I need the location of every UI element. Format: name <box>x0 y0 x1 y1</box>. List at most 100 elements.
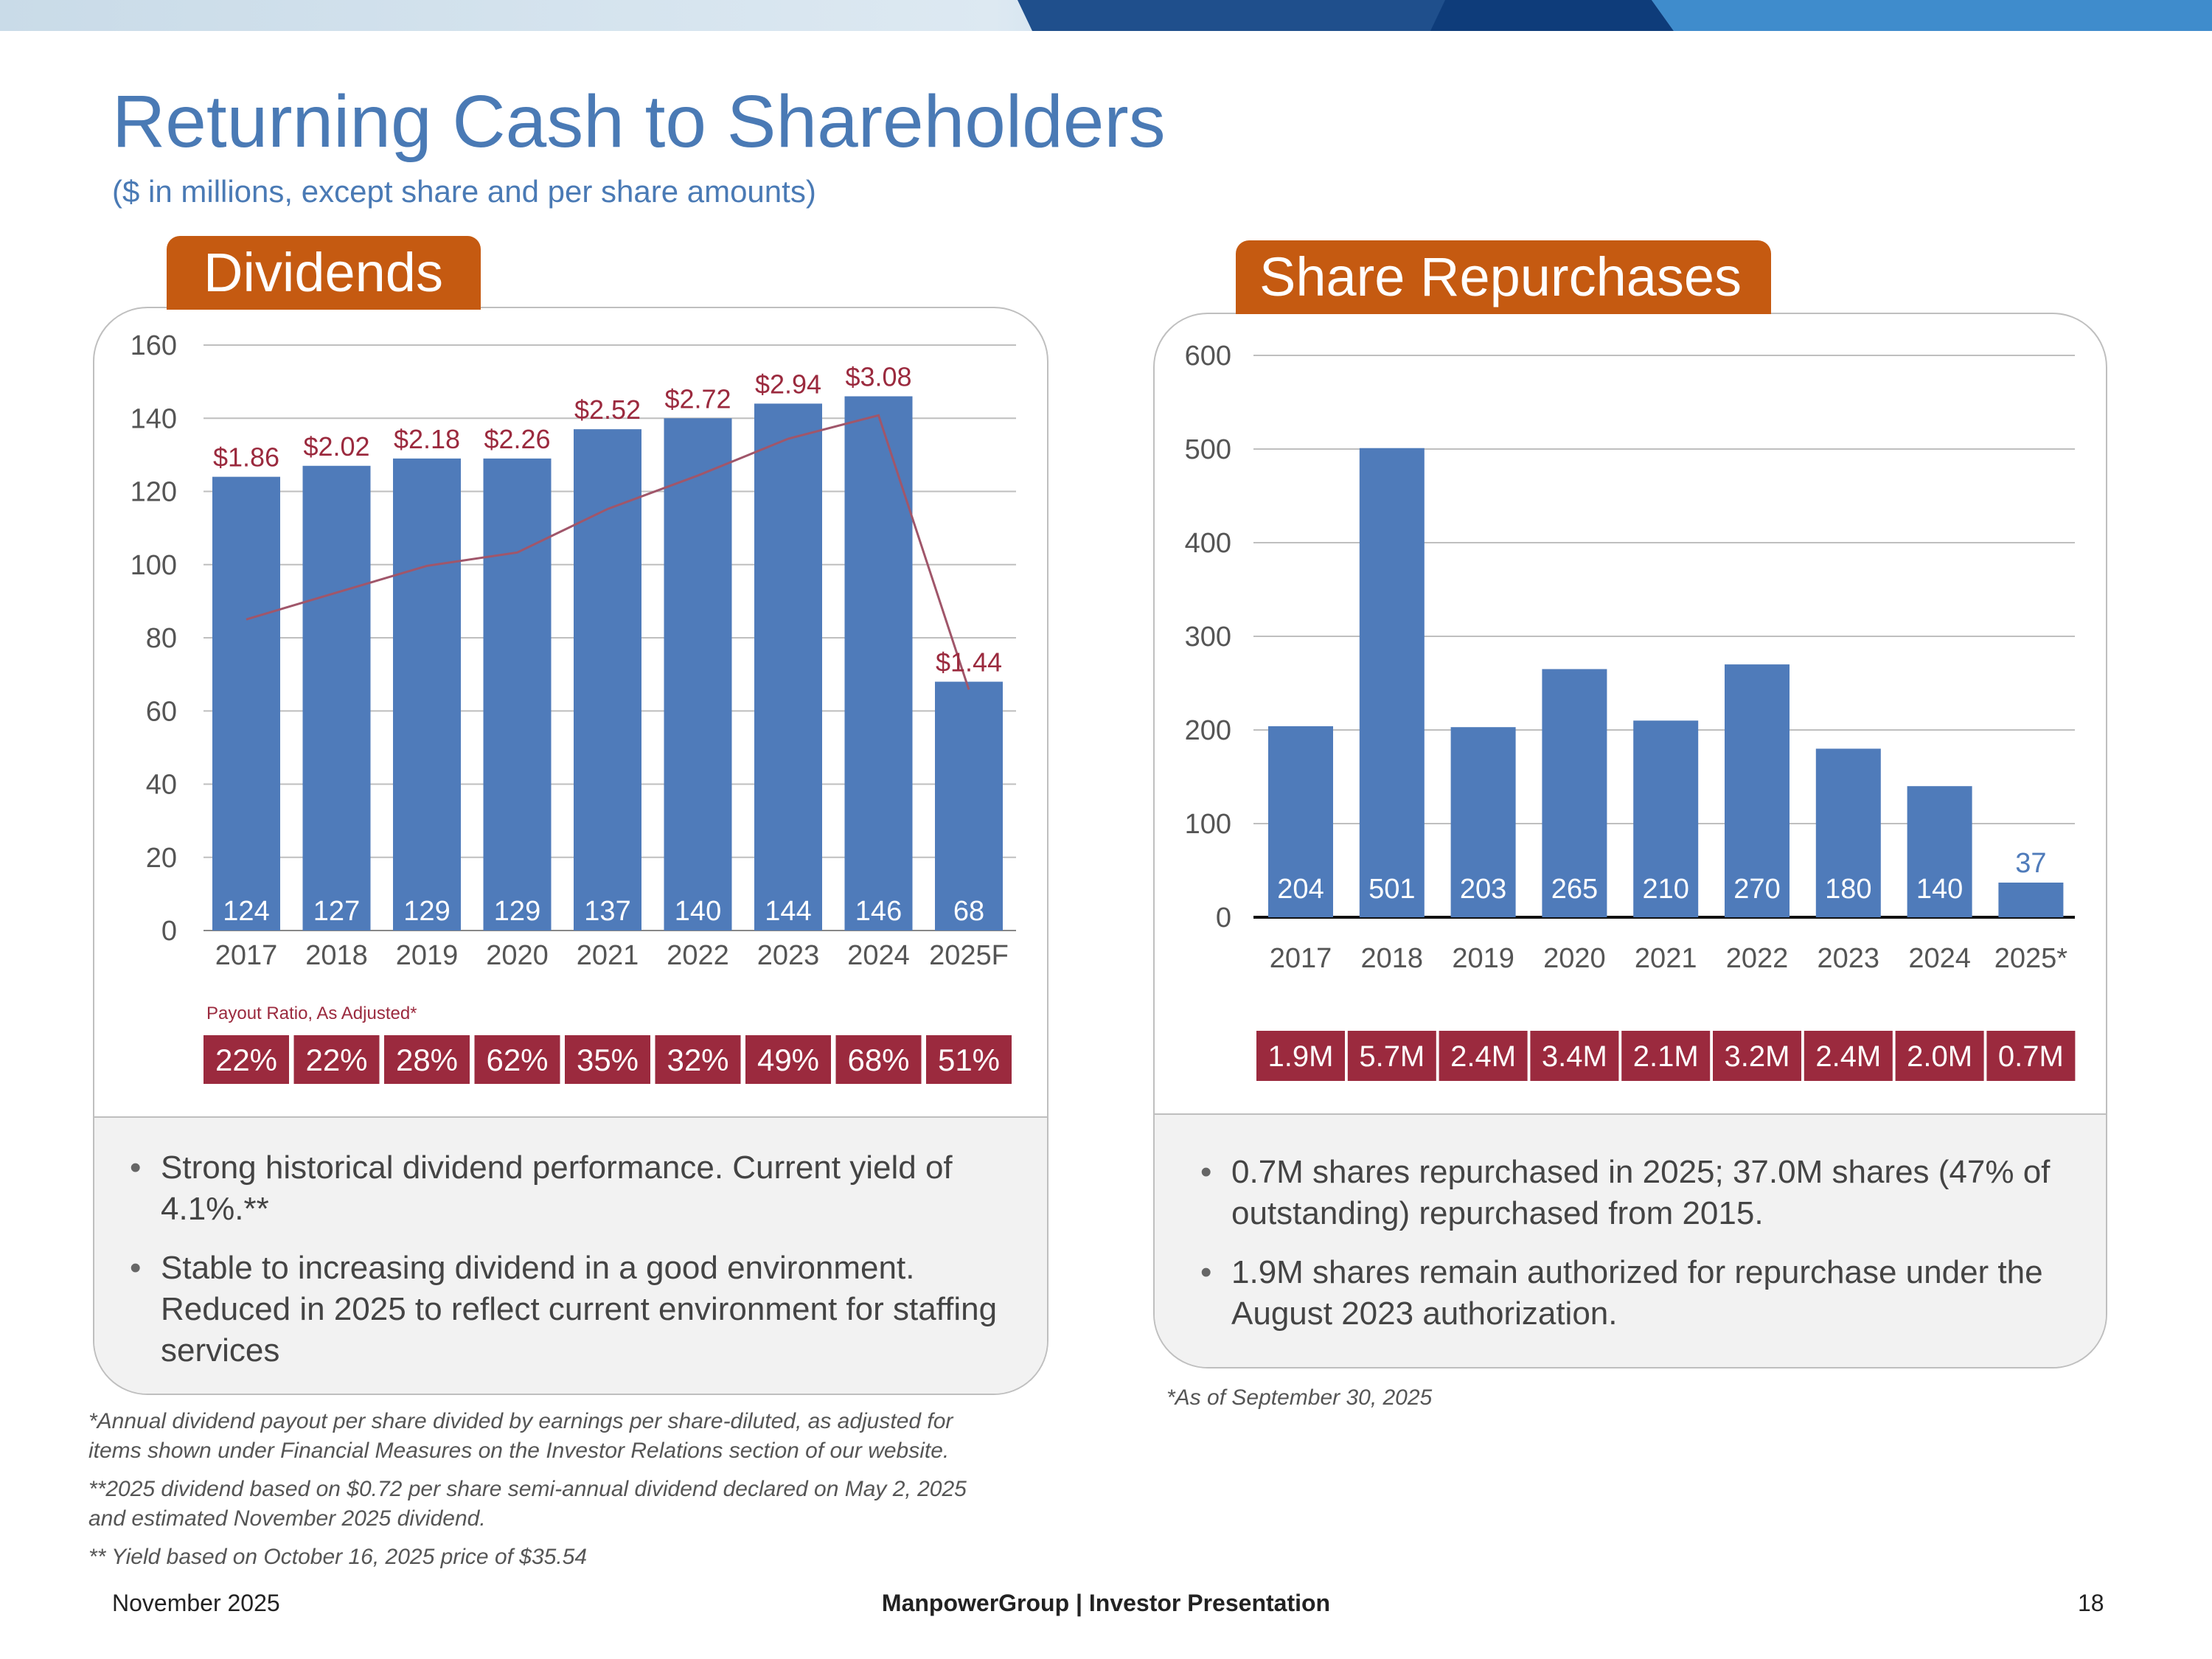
bar <box>1633 720 1699 917</box>
bar <box>1998 883 2064 917</box>
shares-repurchased-box <box>1621 1031 1711 1081</box>
bar <box>1542 669 1607 917</box>
bar-value-label: 68 <box>953 896 984 927</box>
bar-value-label: 501 <box>1368 874 1415 905</box>
shares-repurchased-label: 2.1M <box>1633 1040 1699 1073</box>
shares-repurchased-label: 2.0M <box>1907 1040 1972 1073</box>
dividend-per-share-label: $2.72 <box>664 383 731 414</box>
bar <box>1268 726 1333 917</box>
dividend-footnote: and estimated November 2025 dividend. <box>88 1506 486 1531</box>
bar <box>212 476 280 931</box>
payout-ratio-box <box>655 1035 741 1084</box>
payout-ratio-title: Payout Ratio, As Adjusted* <box>206 1004 417 1023</box>
dividend-footnote: **2025 dividend based on $0.72 per share… <box>88 1477 967 1501</box>
y-tick-label: 40 <box>146 770 177 801</box>
payout-ratio-box <box>474 1035 560 1084</box>
bar-value-label: 37 <box>2015 848 2046 879</box>
dividend-per-share-label: $1.44 <box>936 647 1002 678</box>
bar <box>302 465 371 931</box>
repurchases-bullet: 1.9M shares remain authorized for repurc… <box>1200 1252 2100 1335</box>
repurchase-footnote: *As of September 30, 2025 <box>1166 1385 1433 1410</box>
x-tick-label: 2021 <box>1635 943 1697 974</box>
bar-value-label: 140 <box>675 896 721 927</box>
payout-ratio-label: 28% <box>396 1043 458 1077</box>
y-tick-label: 200 <box>1185 715 1231 746</box>
bar-value-label: 204 <box>1277 874 1324 905</box>
shares-repurchased-box <box>1530 1031 1619 1081</box>
x-tick-label: 2024 <box>1908 943 1971 974</box>
payout-ratio-box <box>204 1035 289 1084</box>
dividend-per-share-label: $3.08 <box>845 361 911 392</box>
y-tick-label: 0 <box>1216 902 1231 933</box>
shares-repurchased-label: 5.7M <box>1359 1040 1425 1073</box>
payout-ratio-box <box>745 1035 831 1084</box>
bar <box>1815 748 1881 917</box>
payout-ratio-label: 49% <box>757 1043 819 1077</box>
bar <box>1725 664 1790 917</box>
dividend-per-share-label: $1.86 <box>213 442 279 473</box>
y-tick-label: 80 <box>146 623 177 654</box>
dividend-footnote: items shown under Financial Measures on … <box>88 1439 950 1463</box>
bar <box>664 418 732 931</box>
y-tick-label: 0 <box>161 916 177 947</box>
shares-repurchased-label: 0.7M <box>1998 1040 2064 1073</box>
y-tick-label: 60 <box>146 696 177 727</box>
page-title: Returning Cash to Shareholders <box>112 80 1166 163</box>
bar-value-label: 140 <box>1916 874 1963 905</box>
bar <box>935 681 1003 931</box>
y-tick-label: 400 <box>1185 528 1231 559</box>
dividend-per-share-label: $2.18 <box>394 424 460 454</box>
bar-value-label: 146 <box>855 896 902 927</box>
bar <box>1359 448 1425 917</box>
dividend-per-share-label: $2.26 <box>484 424 550 454</box>
dividend-footnote: *Annual dividend payout per share divide… <box>88 1409 953 1433</box>
repurchases-bullet: 0.7M shares repurchased in 2025; 37.0M s… <box>1200 1152 2100 1234</box>
payout-ratio-label: 22% <box>215 1043 277 1077</box>
x-tick-label: 2023 <box>1818 943 1880 974</box>
payout-ratio-label: 68% <box>847 1043 909 1077</box>
repurchases-tab: Share Repurchases <box>1236 240 1771 314</box>
x-tick-label: 2024 <box>847 940 910 971</box>
bar-value-label: 127 <box>313 896 360 927</box>
dividends-bullet: Strong historical dividend performance. … <box>130 1147 1044 1230</box>
dividend-footnote: ** Yield based on October 16, 2025 price… <box>88 1545 588 1569</box>
bar-value-label: 210 <box>1642 874 1688 905</box>
x-tick-label: 2025F <box>929 940 1009 971</box>
bar-value-label: 265 <box>1551 874 1598 905</box>
shares-repurchased-box <box>1986 1031 2076 1081</box>
dividend-per-share-label: $2.02 <box>303 431 369 462</box>
bar-value-label: 270 <box>1733 874 1780 905</box>
bar <box>393 458 461 931</box>
footer-page-number: 18 <box>2078 1590 2104 1616</box>
bar <box>574 429 641 931</box>
x-tick-label: 2017 <box>215 940 278 971</box>
payout-ratio-label: 51% <box>938 1043 1000 1077</box>
shares-repurchased-label: 2.4M <box>1450 1040 1516 1073</box>
dividend-per-share-line <box>246 414 970 690</box>
page-subtitle: ($ in millions, except share and per sha… <box>112 174 816 209</box>
y-tick-label: 300 <box>1185 622 1231 653</box>
payout-ratio-box <box>565 1035 650 1084</box>
shares-repurchased-box <box>1713 1031 1801 1081</box>
x-tick-label: 2025* <box>1994 943 2068 974</box>
dividends-tab: Dividends <box>167 236 481 310</box>
x-tick-label: 2022 <box>1726 943 1789 974</box>
dividend-per-share-label: $2.94 <box>755 369 821 399</box>
x-tick-label: 2023 <box>757 940 820 971</box>
x-tick-label: 2019 <box>1452 943 1514 974</box>
shares-repurchased-box <box>1347 1031 1436 1081</box>
payout-ratio-box <box>293 1035 380 1084</box>
shares-repurchased-label: 3.2M <box>1725 1040 1790 1073</box>
bar <box>754 403 822 931</box>
y-tick-label: 600 <box>1185 341 1231 372</box>
repurchases-bullets: 0.7M shares repurchased in 2025; 37.0M s… <box>1200 1152 2100 1352</box>
y-tick-label: 140 <box>131 403 177 434</box>
bar <box>1450 727 1516 917</box>
bar-value-label: 144 <box>765 896 811 927</box>
bar-value-label: 180 <box>1825 874 1871 905</box>
bar <box>483 458 552 931</box>
x-tick-label: 2022 <box>667 940 729 971</box>
y-tick-label: 120 <box>131 477 177 508</box>
bar-value-label: 203 <box>1460 874 1506 905</box>
